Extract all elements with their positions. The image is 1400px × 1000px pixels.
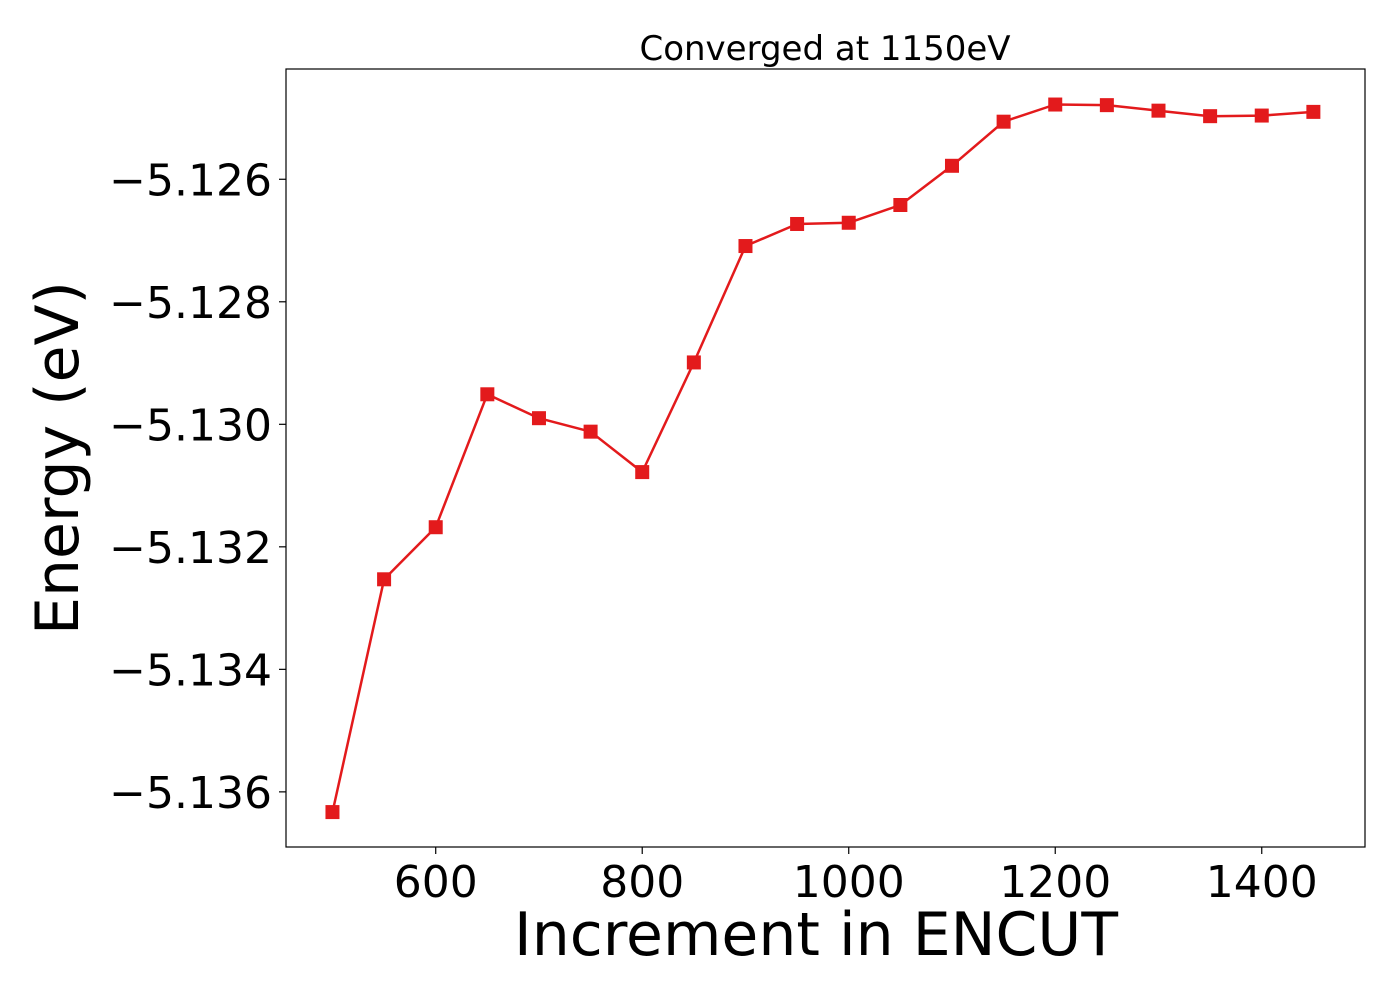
data-point xyxy=(996,114,1011,129)
series-line xyxy=(331,103,1314,813)
chart-title: Converged at 1150eV xyxy=(639,29,1010,69)
data-point xyxy=(944,158,959,173)
data-point xyxy=(480,387,495,402)
data-point xyxy=(428,520,443,535)
data-point xyxy=(377,572,392,587)
data-point xyxy=(893,197,908,212)
series-layer xyxy=(325,97,1321,820)
y-tick-label: −5.132 xyxy=(109,523,272,574)
data-point xyxy=(841,215,856,230)
x-tick-label: 1200 xyxy=(999,857,1111,908)
data-point xyxy=(635,465,650,480)
data-point xyxy=(1048,97,1063,112)
data-point xyxy=(1151,103,1166,118)
x-tick-label: 800 xyxy=(600,857,684,908)
data-point xyxy=(790,216,805,231)
y-tick-label: −5.136 xyxy=(109,768,272,819)
y-tick-label: −5.134 xyxy=(109,645,272,696)
x-tick-label: 1400 xyxy=(1206,857,1318,908)
data-point xyxy=(531,411,546,426)
y-axis-label: Energy (eV) xyxy=(23,281,93,635)
x-axis-label: Increment in ENCUT xyxy=(514,900,1118,970)
data-point xyxy=(1203,109,1218,124)
x-tick-label: 600 xyxy=(394,857,478,908)
data-point xyxy=(1306,104,1321,119)
y-tick-label: −5.128 xyxy=(109,278,272,329)
y-tick-label: −5.126 xyxy=(109,155,272,206)
data-point xyxy=(1254,108,1269,123)
plot-area-frame xyxy=(285,68,1366,848)
data-point xyxy=(738,239,753,254)
data-point xyxy=(325,805,340,820)
data-point xyxy=(1099,98,1114,113)
x-axis-ticks: 600 800 1000 1200 1400 xyxy=(394,847,1318,908)
data-point xyxy=(686,355,701,370)
y-axis-ticks: −5.136 −5.134 −5.132 −5.130 −5.128 −5.126 xyxy=(109,155,286,819)
y-tick-label: −5.130 xyxy=(109,400,272,451)
data-point xyxy=(583,424,598,439)
x-tick-label: 1000 xyxy=(793,857,905,908)
